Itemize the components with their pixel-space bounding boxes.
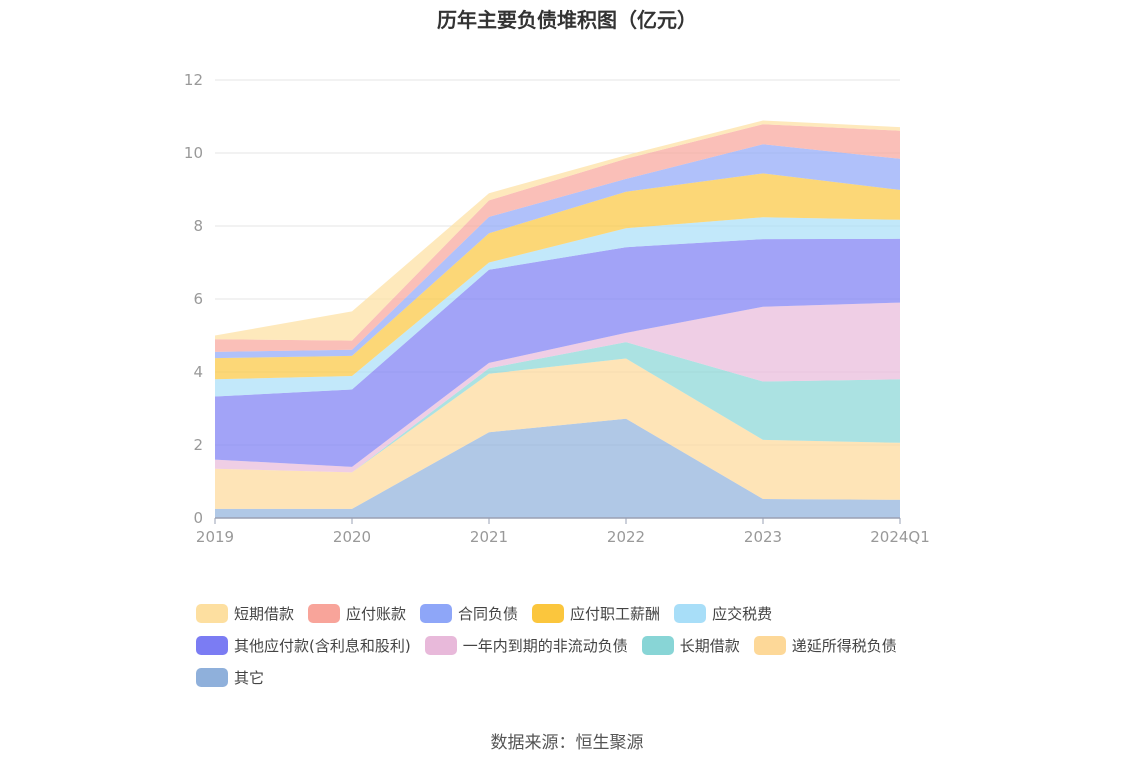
legend-label: 其他应付款(含利息和股利) bbox=[234, 636, 411, 655]
legend-item[interactable]: 应付账款 bbox=[308, 597, 406, 629]
area-series-7[interactable] bbox=[215, 144, 900, 359]
legend-swatch bbox=[641, 635, 674, 655]
area-series-2[interactable] bbox=[215, 342, 900, 473]
x-tick-label: 2020 bbox=[333, 528, 371, 546]
legend-item[interactable]: 合同负债 bbox=[420, 597, 518, 629]
area-series-6[interactable] bbox=[215, 173, 900, 380]
legend-label: 应付账款 bbox=[346, 604, 407, 623]
area-series-4[interactable] bbox=[215, 238, 900, 467]
legend-swatch bbox=[196, 603, 228, 623]
legend-label: 一年内到期的非流动负债 bbox=[462, 636, 628, 655]
legend-item[interactable]: 其他应付款(含利息和股利) bbox=[196, 629, 411, 661]
chart-title: 历年主要负债堆积图（亿元） bbox=[437, 8, 697, 32]
legend-swatch bbox=[196, 635, 228, 655]
legend-item[interactable]: 其它 bbox=[196, 661, 264, 693]
area-series-8[interactable] bbox=[215, 124, 900, 352]
legend-item[interactable]: 递延所得税负债 bbox=[753, 629, 897, 661]
legend-swatch bbox=[753, 635, 786, 655]
legend-item[interactable]: 应交税费 bbox=[674, 597, 772, 629]
legend-swatch bbox=[674, 603, 707, 623]
axes: 0 2 4 6 8 10 12 2019 2020 2021 2022 2023 2024Q1 bbox=[184, 71, 930, 546]
area-series-1[interactable] bbox=[215, 358, 900, 509]
legend-label: 短期借款 bbox=[234, 604, 295, 623]
legend-swatch bbox=[196, 667, 228, 687]
area-series bbox=[215, 120, 900, 518]
area-series-9[interactable] bbox=[215, 120, 900, 341]
legend-label: 合同负债 bbox=[458, 604, 519, 623]
legend-item[interactable]: 一年内到期的非流动负债 bbox=[424, 629, 628, 661]
y-tick-label: 8 bbox=[193, 217, 203, 235]
legend-label: 长期借款 bbox=[679, 636, 740, 655]
source-note: 数据来源：恒生聚源 bbox=[490, 733, 644, 753]
x-tick-label: 2019 bbox=[196, 528, 234, 546]
y-tick-label: 2 bbox=[193, 436, 203, 454]
legend-label: 递延所得税负债 bbox=[791, 636, 897, 655]
area-series-5[interactable] bbox=[215, 217, 900, 397]
legend-item[interactable]: 短期借款 bbox=[196, 597, 294, 629]
legend-swatch bbox=[308, 603, 341, 623]
x-tick-label: 2024Q1 bbox=[870, 528, 930, 546]
y-tick-label: 4 bbox=[193, 363, 203, 381]
legend-item[interactable]: 应付职工薪酬 bbox=[532, 597, 660, 629]
legend-swatch bbox=[424, 635, 457, 655]
legend-label: 其它 bbox=[234, 668, 265, 687]
x-tick-label: 2021 bbox=[470, 528, 508, 546]
legend: 短期借款 应付账款 合同负债 应付职工薪酬 应交税费其他应付款(含利息和股利) 一年内到期… bbox=[196, 597, 956, 693]
legend-label: 应交税费 bbox=[712, 604, 773, 623]
legend-label: 应付职工薪酬 bbox=[570, 604, 661, 623]
x-tick-label: 2023 bbox=[744, 528, 782, 546]
y-tick-label: 12 bbox=[184, 71, 203, 89]
area-series-0[interactable] bbox=[215, 418, 900, 518]
x-tick-label: 2022 bbox=[607, 528, 645, 546]
legend-swatch bbox=[532, 603, 565, 623]
y-tick-label: 10 bbox=[184, 144, 203, 162]
y-tick-label: 6 bbox=[193, 290, 203, 308]
y-tick-label: 0 bbox=[193, 509, 203, 527]
legend-swatch bbox=[420, 603, 453, 623]
legend-item[interactable]: 长期借款 bbox=[641, 629, 740, 661]
stacked-area-chart: 0 2 4 6 8 10 12 2019 2020 2021 2022 2023 2024Q1 bbox=[184, 71, 930, 546]
area-series-3[interactable] bbox=[215, 302, 900, 473]
